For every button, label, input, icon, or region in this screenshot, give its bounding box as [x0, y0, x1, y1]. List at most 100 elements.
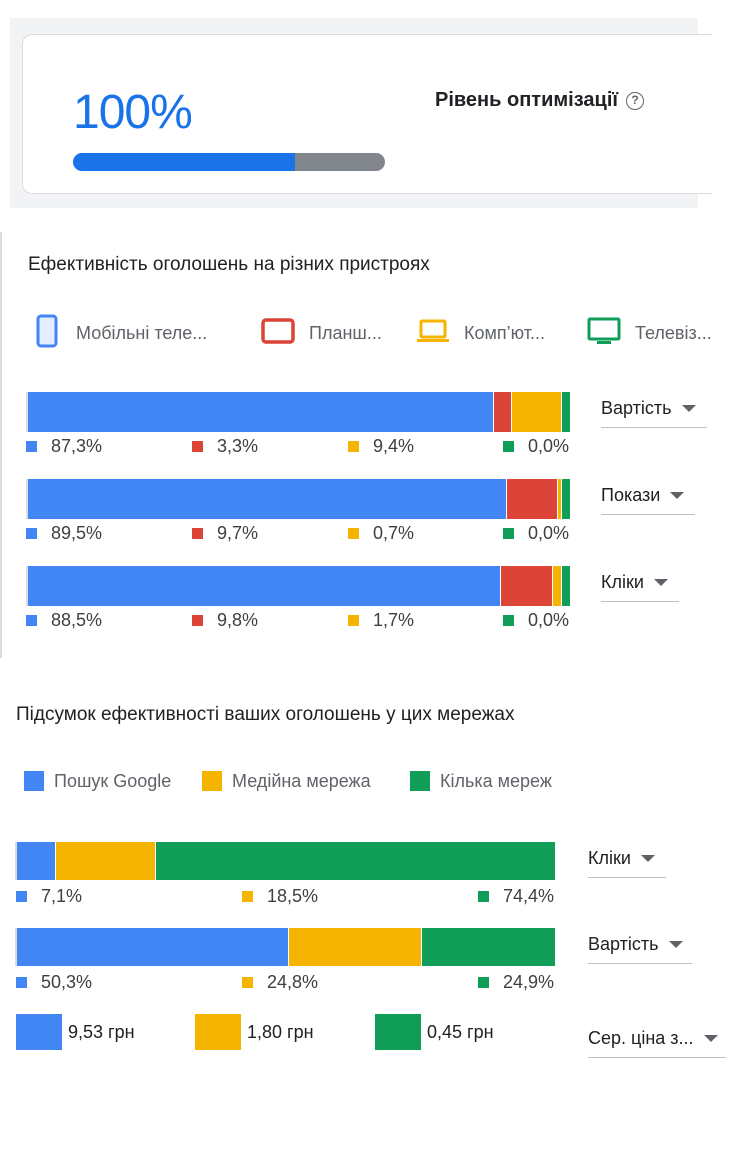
legend-label-google-search: Пошук Google — [54, 770, 172, 791]
avg-cost-metric-dropdown[interactable]: Сер. ціна з... — [588, 1028, 726, 1058]
device-percent-value: 0,0% — [528, 610, 570, 630]
device-percent-value: 3,3% — [217, 436, 259, 456]
color-swatch — [192, 441, 203, 452]
color-swatch — [478, 891, 489, 902]
device-percent-item: 0,0% — [503, 436, 569, 457]
chevron-down-icon — [640, 855, 655, 862]
network-bar-segment[interactable] — [421, 928, 555, 966]
legend-item-computer[interactable]: Комп’ют... — [416, 316, 545, 350]
color-swatch — [26, 615, 37, 626]
network-percent-item: 24,9% — [478, 972, 554, 993]
legend-item-tablet[interactable]: Планш... — [261, 316, 382, 350]
device-percent-value: 9,7% — [217, 523, 259, 543]
legend-item-tv[interactable]: Телевіз... — [587, 316, 712, 350]
device-bar-segment[interactable] — [561, 479, 570, 519]
device-percent-item: 88,5% — [26, 610, 102, 631]
device-bar-segment[interactable] — [499, 566, 553, 606]
network-percent-value: 50,3% — [41, 972, 93, 992]
device-percent-value: 1,7% — [373, 610, 415, 630]
optimization-panel: 100% Рівень оптимізації? — [10, 18, 712, 208]
network-bar-segment[interactable] — [17, 842, 56, 880]
network-percent-value: 7,1% — [41, 886, 83, 906]
color-swatch — [348, 615, 359, 626]
network-bar-segment[interactable] — [154, 842, 555, 880]
device-percent-item: 9,7% — [192, 523, 258, 544]
network-percent-value: 18,5% — [267, 886, 319, 906]
optimization-card: 100% Рівень оптимізації? — [22, 34, 712, 194]
device-section-title: Ефективність оголошень на різних пристро… — [28, 254, 430, 275]
legend-swatch-google-search — [24, 771, 44, 791]
optimization-progress-bar — [73, 153, 385, 171]
device-metric-label: Кліки — [601, 572, 644, 592]
device-percent-item: 0,0% — [503, 523, 569, 544]
device-percent-item: 9,4% — [348, 436, 414, 457]
color-swatch — [348, 528, 359, 539]
chevron-down-icon — [681, 405, 696, 412]
color-swatch — [503, 528, 514, 539]
device-percent-value: 0,0% — [528, 523, 570, 543]
network-bar-segment[interactable] — [287, 928, 422, 966]
network-metric-dropdown[interactable]: Вартість — [588, 934, 692, 964]
device-bar-segment[interactable] — [28, 392, 494, 432]
network-percent-value: 24,9% — [503, 972, 555, 992]
device-percent-value: 0,7% — [373, 523, 415, 543]
device-bar-segment[interactable] — [28, 479, 506, 519]
network-bar-segment[interactable] — [55, 842, 155, 880]
legend-item-google-search[interactable]: Пошук Google — [24, 768, 171, 794]
optimization-score: 100% — [73, 86, 193, 139]
device-percent-value: 89,5% — [51, 523, 103, 543]
device-bar-segment[interactable] — [505, 479, 558, 519]
device-metric-dropdown[interactable]: Покази — [601, 485, 695, 515]
avg-cost-google-search: 9,53 грн — [68, 1022, 135, 1042]
laptop-icon — [416, 318, 450, 349]
network-metric-label: Вартість — [588, 934, 659, 954]
color-swatch — [192, 528, 203, 539]
device-metric-dropdown[interactable]: Вартість — [601, 398, 707, 428]
legend-label-tablet: Планш... — [309, 322, 382, 343]
device-percent-value: 0,0% — [528, 436, 570, 456]
network-metric-label: Кліки — [588, 848, 631, 868]
network-percent-item: 74,4% — [478, 886, 554, 907]
device-percent-item: 0,7% — [348, 523, 414, 544]
legend-item-display-network[interactable]: Медійна мережа — [202, 768, 371, 794]
device-percent-value: 9,8% — [217, 610, 259, 630]
device-bar-0 — [26, 392, 570, 432]
optimization-progress-fill — [73, 153, 295, 171]
network-section-title: Підсумок ефективності ваших оголошень у … — [16, 704, 515, 725]
device-bar-segment[interactable] — [511, 392, 562, 432]
chevron-down-icon — [670, 492, 685, 499]
legend-label-display-network: Медійна мережа — [232, 770, 371, 791]
device-bar-segment[interactable] — [557, 479, 562, 519]
color-swatch — [503, 615, 514, 626]
network-percent-row: 7,1% 18,5% 74,4% — [0, 886, 560, 910]
network-percent-item: 50,3% — [16, 972, 92, 993]
mobile-phone-icon — [36, 314, 58, 353]
network-percent-row: 50,3% 24,8% 24,9% — [0, 972, 560, 996]
legend-item-multiple-networks[interactable]: Кілька мереж — [410, 768, 552, 794]
network-percent-item: 24,8% — [242, 972, 318, 993]
device-bar-segment[interactable] — [493, 392, 512, 432]
device-bar-segment[interactable] — [552, 566, 562, 606]
legend-swatch-multiple-networks — [410, 771, 430, 791]
network-metric-dropdown[interactable]: Кліки — [588, 848, 666, 878]
device-percent-item: 3,3% — [192, 436, 258, 457]
legend-item-mobile[interactable]: Мобільні теле... — [36, 314, 208, 353]
chevron-down-icon — [653, 579, 668, 586]
legend-label-mobile: Мобільні теле... — [76, 322, 208, 343]
device-metric-dropdown[interactable]: Кліки — [601, 572, 679, 602]
network-bar-0 — [15, 842, 555, 880]
network-bar-1 — [15, 928, 555, 966]
avg-cost-swatch-google-search — [16, 1014, 62, 1050]
device-bar-segment[interactable] — [28, 566, 500, 606]
color-swatch — [478, 977, 489, 988]
network-bar-segment[interactable] — [17, 928, 288, 966]
device-percent-value: 88,5% — [51, 610, 103, 630]
device-bar-segment[interactable] — [561, 566, 570, 606]
color-swatch — [16, 977, 27, 988]
network-percent-item: 7,1% — [16, 886, 82, 907]
avg-cost-swatch-multiple-networks — [375, 1014, 421, 1050]
help-icon[interactable]: ? — [626, 92, 644, 110]
device-bar-1 — [26, 479, 570, 519]
device-bar-segment[interactable] — [561, 392, 570, 432]
device-percent-item: 1,7% — [348, 610, 414, 631]
